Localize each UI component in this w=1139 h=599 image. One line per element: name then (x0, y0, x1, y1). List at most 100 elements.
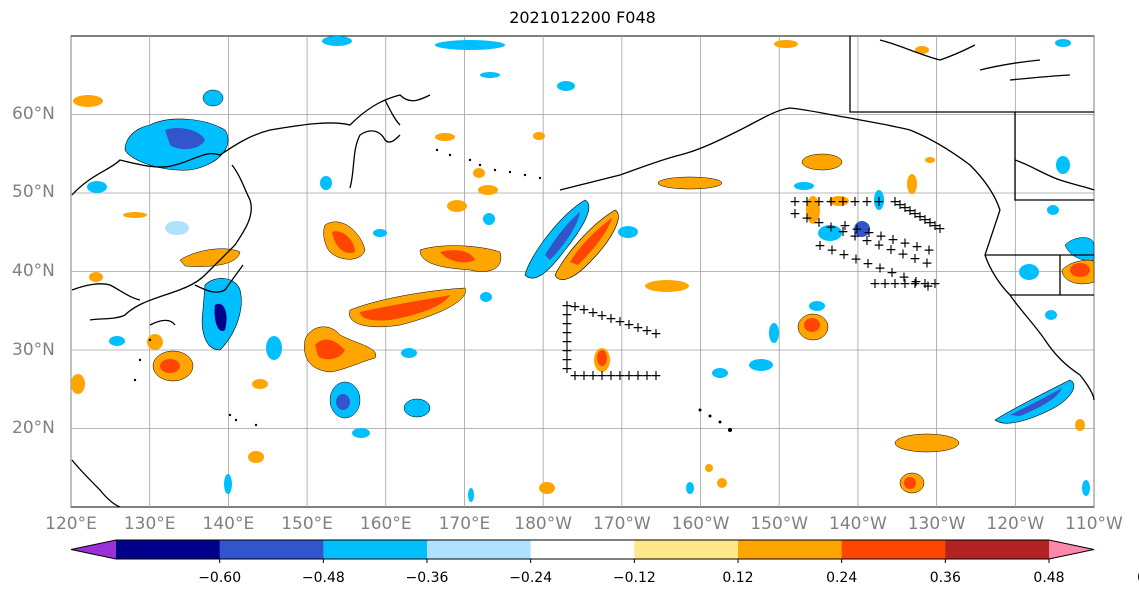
track-marker: + (863, 225, 875, 241)
track-marker: + (632, 320, 644, 336)
track-marker: + (899, 276, 911, 292)
anomaly-positive (907, 174, 917, 194)
colorbar-segment (530, 540, 635, 559)
track-marker: + (587, 305, 599, 321)
anomaly-positive (806, 196, 820, 224)
colorbar-segment (841, 540, 946, 559)
anomaly-negative (322, 36, 352, 46)
track-marker: + (874, 261, 886, 277)
anomaly-positive (440, 250, 475, 263)
coastlines (71, 36, 1095, 508)
anomaly-negative (109, 336, 125, 346)
anomaly-positive (533, 132, 545, 140)
lon-label: 110°W (1065, 514, 1123, 534)
track-marker: + (623, 317, 635, 333)
anomaly-positive (248, 451, 264, 463)
anomaly-negative (1045, 310, 1057, 320)
track-marker: + (889, 276, 901, 292)
anomaly-positive (179, 248, 241, 267)
anomaly-positive (657, 176, 723, 190)
anomaly-negative (794, 182, 814, 190)
track-marker: + (899, 236, 911, 252)
track-marker: + (605, 368, 617, 384)
anomaly-negative (165, 128, 205, 150)
anomaly-positive (829, 196, 849, 206)
anomaly-negative (165, 221, 189, 235)
track-marker: + (561, 334, 573, 350)
colorbar-segment (945, 540, 1050, 559)
colorbar-tick-label: −0.12 (612, 570, 656, 586)
anomaly-positive (717, 478, 727, 488)
track-marker: + (862, 256, 874, 272)
colorbar-segment (116, 540, 221, 559)
track-marker: + (861, 194, 873, 210)
anomaly-negative (352, 428, 370, 438)
track-marker: + (850, 252, 862, 268)
track-marker: + (614, 314, 626, 330)
track-marker: + (914, 209, 926, 225)
anomaly-negative (994, 379, 1075, 424)
colorbar-tick-label: 0.24 (826, 570, 858, 586)
anomaly-negative (336, 394, 350, 410)
track-marker: + (873, 238, 885, 254)
lon-label: 180°W (514, 514, 573, 534)
anomaly-positive (252, 379, 268, 389)
anomaly-positive (774, 40, 798, 48)
colorbar-segment (323, 540, 428, 559)
track-marker: + (596, 308, 608, 324)
track-marker: + (561, 325, 573, 341)
anomaly-positive (570, 218, 612, 265)
lon-label: 130°W (907, 514, 966, 534)
track-marker: + (919, 276, 931, 292)
track-marker: + (839, 218, 851, 234)
track-marker: + (561, 298, 573, 314)
track-marker: + (889, 194, 901, 210)
lon-label: 120°W (986, 514, 1045, 534)
colorbar (70, 539, 1095, 563)
track-marker: + (650, 368, 662, 384)
track-marker: + (650, 326, 662, 342)
anomaly-negative (686, 482, 694, 494)
track-marker: + (899, 200, 911, 216)
anomaly-negative (1019, 264, 1039, 280)
colorbar-tick-label: 0.60 (1123, 570, 1139, 586)
colorbar-tick-label: 0.48 (1033, 570, 1065, 586)
anomaly-negative (712, 368, 728, 378)
colorbar-tick-label: 0.36 (929, 570, 961, 586)
colorbar-outline (70, 539, 1095, 560)
anomaly-negative (1055, 39, 1071, 47)
colorbar-extend-high (1049, 540, 1094, 559)
track-marker: + (909, 251, 921, 267)
anomaly-positive (705, 464, 713, 472)
track-marker: + (801, 211, 813, 227)
anomaly-positive (894, 433, 960, 453)
track-marker: + (813, 194, 825, 210)
track-marker: + (587, 368, 599, 384)
track-marker: + (838, 247, 850, 263)
anomaly-positive (73, 95, 103, 107)
track-marker: + (911, 239, 923, 255)
anomaly-positive (801, 153, 843, 171)
anomaly-negative (214, 303, 227, 331)
lon-label: 150°W (750, 514, 809, 534)
track-marker: + (596, 368, 608, 384)
track-marker: + (623, 368, 635, 384)
track-marker: + (929, 276, 941, 292)
lat-label: 40°N (12, 261, 55, 281)
colorbar-segment (427, 540, 532, 559)
anomaly-negative (483, 213, 495, 225)
lat-label: 50°N (12, 182, 55, 202)
lon-label: 160°E (359, 514, 412, 534)
track-marker: + (789, 206, 801, 222)
track-marker: + (919, 212, 931, 228)
track-marker: + (921, 256, 933, 272)
track-marker: + (879, 276, 891, 292)
anomaly-negative (435, 40, 505, 50)
track-marker: + (875, 229, 887, 245)
anomaly-positive (915, 46, 929, 54)
colorbar-segment (634, 540, 739, 559)
lat-label: 20°N (12, 418, 55, 438)
anomaly-negative (401, 348, 417, 358)
anomaly-negative (224, 474, 232, 494)
anomaly-positive (123, 212, 147, 218)
